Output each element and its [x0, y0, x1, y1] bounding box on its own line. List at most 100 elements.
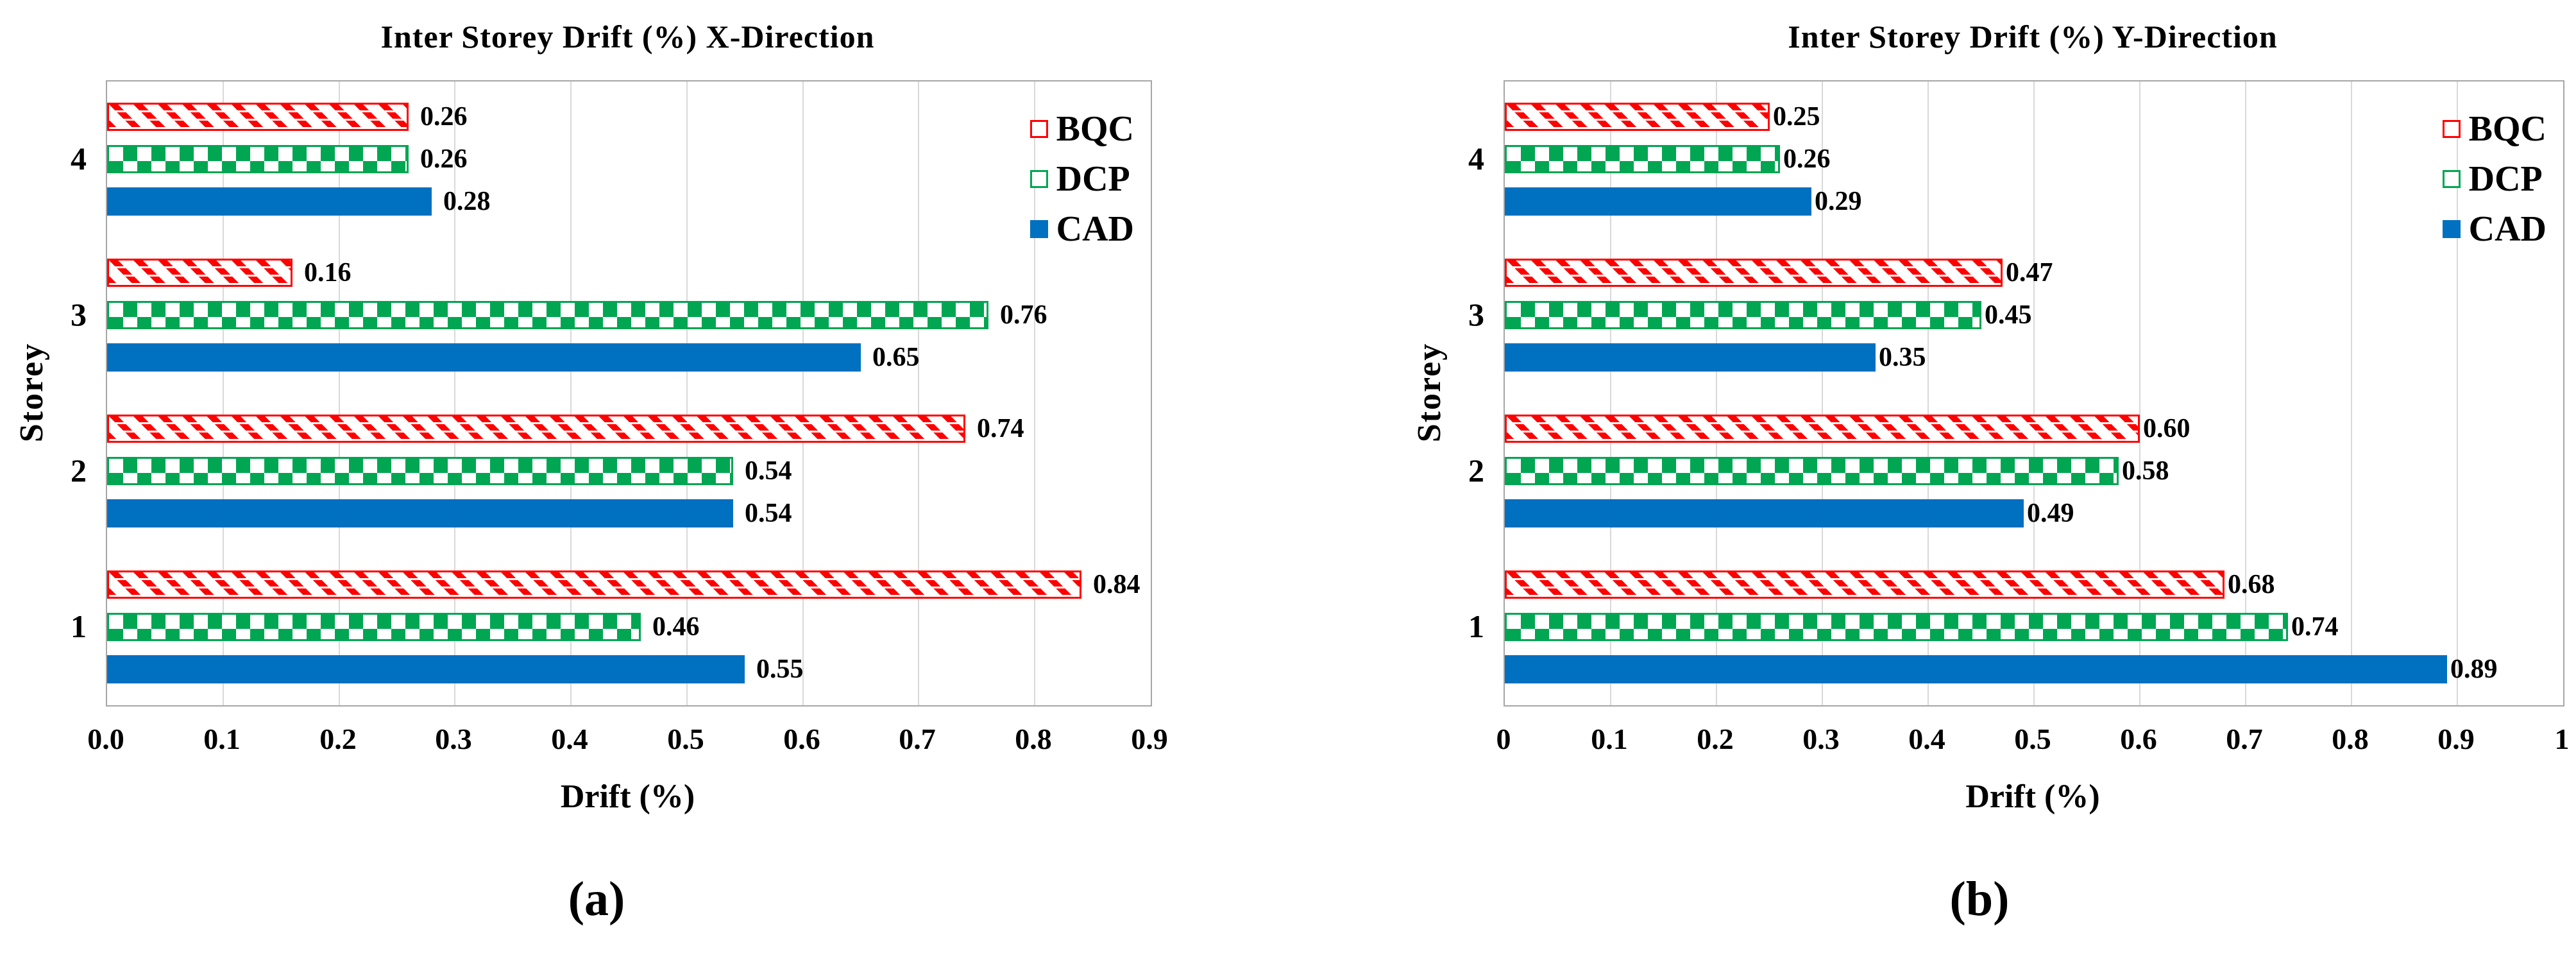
- bar-value-label: 0.26: [420, 102, 468, 132]
- x-tick-label: 0.4: [1908, 723, 1945, 755]
- bar-value-label: 0.46: [652, 612, 700, 642]
- legend-item-cad: CAD: [1030, 210, 1134, 248]
- gridline: [1034, 81, 1035, 705]
- bar-value-label: 0.54: [745, 456, 792, 486]
- bar-value-label: 0.74: [2291, 612, 2339, 642]
- y-category-label: 4: [71, 141, 87, 176]
- y-category-label: 2: [71, 452, 87, 488]
- gridline: [802, 81, 804, 705]
- bar-dcp-storey-1: [107, 613, 641, 641]
- legend-label-cad: CAD: [1056, 209, 1134, 249]
- y-category-label: 1: [71, 608, 87, 644]
- bar-value-label: 0.89: [2450, 655, 2498, 684]
- y-axis-title-text: Storey: [13, 342, 51, 442]
- legend-label-cad: CAD: [2468, 209, 2546, 249]
- x-tick-label: 0.0: [87, 723, 124, 755]
- gridline: [2351, 81, 2352, 705]
- x-tick-label: 0.4: [551, 723, 588, 755]
- legend-swatch-cad: [1030, 220, 1048, 238]
- gridline: [570, 81, 572, 705]
- bar-value-label: 0.60: [2143, 414, 2190, 443]
- bar-value-label: 0.29: [1815, 187, 1862, 216]
- bar-value-label: 0.84: [1093, 570, 1140, 599]
- bar-bqc-storey-4: [107, 103, 409, 131]
- x-axis-title: Drift (%): [1965, 778, 2100, 815]
- bar-value-label: 0.54: [745, 499, 792, 528]
- x-tick-label: 0.7: [899, 723, 936, 755]
- bar-dcp-storey-3: [107, 301, 988, 329]
- gridline: [1928, 81, 1929, 705]
- gridline: [1610, 81, 1611, 705]
- bar-bqc-storey-1: [107, 570, 1081, 599]
- gridline: [2033, 81, 2035, 705]
- bar-value-label: 0.26: [1783, 144, 1831, 174]
- subfigure-caption-a: (a): [568, 872, 625, 926]
- bar-value-label: 0.16: [304, 258, 352, 287]
- bar-value-label: 0.45: [1985, 300, 2032, 330]
- legend-swatch-dcp: [1030, 170, 1048, 188]
- y-category-label: 1: [1468, 608, 1484, 644]
- x-tick-label: 0.5: [667, 723, 704, 755]
- bar-bqc-storey-1: [1505, 570, 2224, 599]
- bar-value-label: 0.76: [1000, 300, 1047, 330]
- x-tick-label: 0: [1496, 723, 1511, 755]
- x-tick-label: 0.9: [2437, 723, 2475, 755]
- legend-swatch-bqc: [2442, 120, 2461, 138]
- x-tick-label: 0.1: [1591, 723, 1628, 755]
- x-tick-label: 0.6: [2120, 723, 2157, 755]
- bar-value-label: 0.25: [1773, 102, 1820, 132]
- bar-value-label: 0.65: [872, 343, 920, 372]
- bar-dcp-storey-4: [107, 145, 409, 173]
- legend-label-bqc: BQC: [1056, 109, 1134, 149]
- y-category-label: 3: [1468, 296, 1484, 332]
- bar-value-label: 0.74: [977, 414, 1024, 443]
- bar-cad-storey-2: [1505, 499, 2024, 527]
- plot-area: 0.25 0.47 0.60 0.68 0.26 0.45 0.58 0.74 0.29 0.35…: [1504, 80, 2564, 707]
- gridline: [2457, 81, 2458, 705]
- legend-item-bqc: BQC: [2442, 109, 2546, 149]
- subfigure-caption-b: (b): [1949, 872, 2010, 926]
- x-tick-label: 0.3: [435, 723, 472, 755]
- bar-value-label: 0.26: [420, 144, 468, 174]
- y-category-label: 4: [1468, 141, 1484, 176]
- gridline: [1716, 81, 1717, 705]
- bar-value-label: 0.55: [756, 655, 804, 684]
- gridline: [1822, 81, 1823, 705]
- legend-swatch-cad: [2442, 220, 2461, 238]
- bar-value-label: 0.49: [2027, 499, 2074, 528]
- bar-value-label: 0.35: [1879, 343, 1926, 372]
- gridline: [686, 81, 688, 705]
- bar-cad-storey-4: [107, 187, 432, 216]
- chart-title: Inter Storey Drift (%) Y-Direction: [1788, 19, 2278, 55]
- x-axis-title: Drift (%): [560, 778, 695, 815]
- y-category-label: 3: [71, 296, 87, 332]
- x-tick-label: 1: [2554, 723, 2570, 755]
- bar-cad-storey-1: [1505, 655, 2447, 683]
- y-axis-title-text: Storey: [1411, 342, 1448, 442]
- legend-item-bqc: BQC: [1030, 110, 1134, 148]
- bar-dcp-storey-1: [1505, 613, 2288, 641]
- x-tick-label: 0.1: [203, 723, 241, 755]
- gridline: [454, 81, 455, 705]
- chart-title: Inter Storey Drift (%) X-Direction: [380, 19, 875, 55]
- bar-cad-storey-3: [107, 343, 861, 372]
- legend-item-dcp: DCP: [1030, 160, 1134, 198]
- bar-value-label: 0.28: [443, 187, 491, 216]
- bar-cad-storey-3: [1505, 343, 1876, 372]
- bar-cad-storey-2: [107, 499, 733, 527]
- bar-cad-storey-4: [1505, 187, 1811, 216]
- legend-label-bqc: BQC: [2468, 109, 2546, 149]
- bar-bqc-storey-3: [107, 259, 292, 287]
- x-tick-label: 0.5: [2014, 723, 2051, 755]
- legend-swatch-bqc: [1030, 120, 1048, 138]
- plot-area: 0.26 0.16 0.74 0.84 0.26 0.76 0.54 0.46 0.28 0.65…: [106, 80, 1152, 707]
- x-tick-label: 0.8: [1015, 723, 1052, 755]
- bar-dcp-storey-3: [1505, 301, 1981, 329]
- bar-bqc-storey-2: [107, 415, 965, 443]
- legend-item-cad: CAD: [2442, 209, 2546, 249]
- x-tick-label: 0.2: [319, 723, 357, 755]
- legend: BQC DCP CAD: [1030, 110, 1134, 248]
- bar-cad-storey-1: [107, 655, 745, 683]
- x-tick-label: 0.7: [2226, 723, 2263, 755]
